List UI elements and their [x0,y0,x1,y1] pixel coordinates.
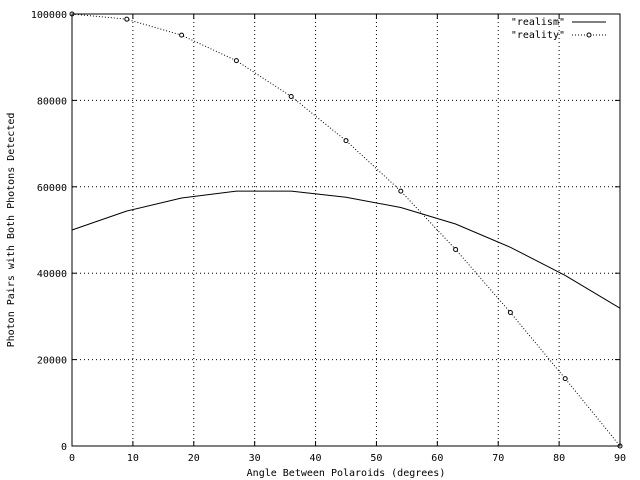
legend: "realism" "reality" [511,17,606,41]
x-tick-label: 50 [370,453,382,464]
y-tick-label: 20000 [37,356,67,367]
series-point-1 [507,310,513,316]
x-tick-label: 60 [431,453,443,464]
grid [72,14,620,446]
y-tick-label: 0 [61,442,67,453]
series-point-1 [453,246,459,252]
x-axis-label: Angle Between Polaroids (degrees) [247,468,446,479]
x-tick-label: 70 [492,453,504,464]
axis-ticks: 0 10 20 30 40 50 60 70 80 90 0 20000 40000 60000 80000… [31,10,626,464]
x-tick-label: 30 [249,453,261,464]
legend-label-reality: "reality" [511,30,565,41]
y-tick-label: 80000 [37,96,67,107]
x-tick-label: 80 [553,453,565,464]
y-tick-label: 40000 [37,269,67,280]
series-line-1 [71,13,621,447]
series-point-1 [343,138,349,144]
series-line-0 [71,190,621,309]
x-tick-label: 10 [127,453,139,464]
y-axis-label: Photon Pairs with Both Photons Detected [6,113,17,348]
y-tick-label: 60000 [37,183,67,194]
legend-label-realism: "realism" [511,17,565,28]
series-group [69,11,623,449]
series-point-1 [124,16,130,22]
x-tick-label: 0 [69,453,75,464]
series-point-1 [233,58,239,64]
series-point-1 [288,94,294,100]
series-point-1 [179,32,185,38]
series-point-1 [398,188,404,194]
x-tick-label: 40 [310,453,322,464]
series-point-1 [562,376,568,382]
x-tick-label: 90 [614,453,626,464]
plot-frame [71,13,621,447]
legend-marker-reality [586,32,592,38]
x-tick-label: 20 [188,453,200,464]
y-tick-label: 100000 [31,10,67,21]
